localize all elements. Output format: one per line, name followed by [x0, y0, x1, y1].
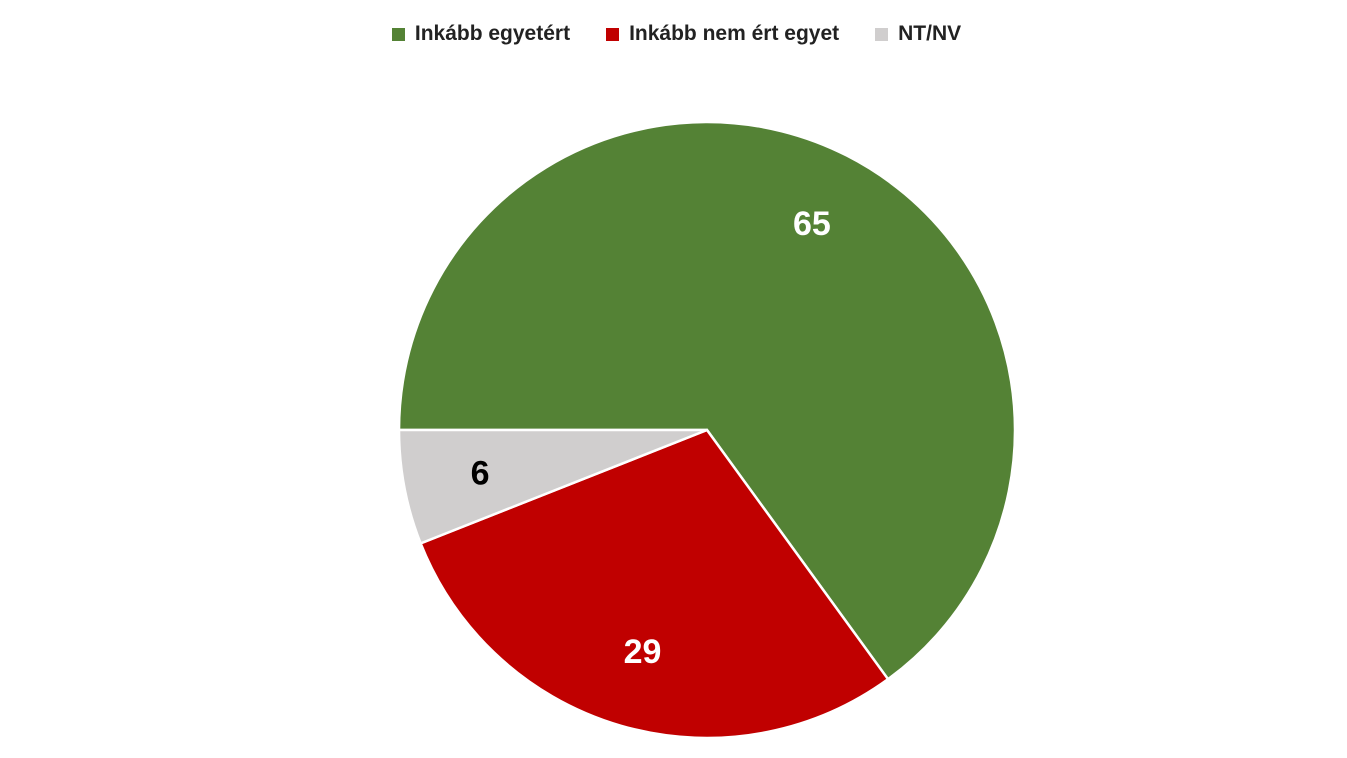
legend-item-agree: Inkább egyetért — [386, 22, 570, 46]
slice-label-disagree: 29 — [624, 633, 662, 671]
legend-label-disagree: Inkább nem ért egyet — [629, 22, 840, 45]
slice-dontknow — [397, 428, 708, 546]
legend-swatch-agree — [391, 27, 405, 41]
legend-item-disagree: Inkább nem ért egyet — [600, 22, 839, 46]
legend-swatch-disagree — [606, 27, 620, 41]
slice-label-dontknow: 6 — [471, 454, 490, 492]
legend-swatch-dontknow — [875, 27, 889, 41]
slice-agree — [397, 120, 1017, 681]
legend-label-dontknow: NT/NV — [898, 22, 962, 45]
chart-legend: Inkább egyetért Inkább nem ért egyet NT/… — [0, 22, 1347, 46]
slice-label-agree: 65 — [793, 205, 831, 243]
slice-disagree — [419, 428, 890, 740]
legend-label-agree: Inkább egyetért — [414, 22, 571, 45]
legend-item-dontknow: NT/NV — [869, 22, 961, 46]
